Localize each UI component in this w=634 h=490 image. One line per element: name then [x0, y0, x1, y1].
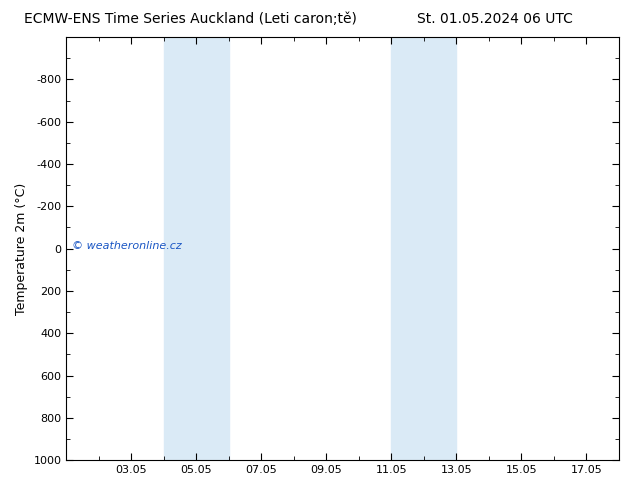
Bar: [391, 37, 456, 460]
Bar: [164, 37, 229, 460]
Y-axis label: Temperature 2m (°C): Temperature 2m (°C): [15, 182, 28, 315]
Text: St. 01.05.2024 06 UTC: St. 01.05.2024 06 UTC: [417, 12, 573, 26]
Text: © weatheronline.cz: © weatheronline.cz: [72, 242, 182, 251]
Text: ECMW-ENS Time Series Auckland (Leti caron;tě): ECMW-ENS Time Series Auckland (Leti caro…: [23, 12, 357, 26]
